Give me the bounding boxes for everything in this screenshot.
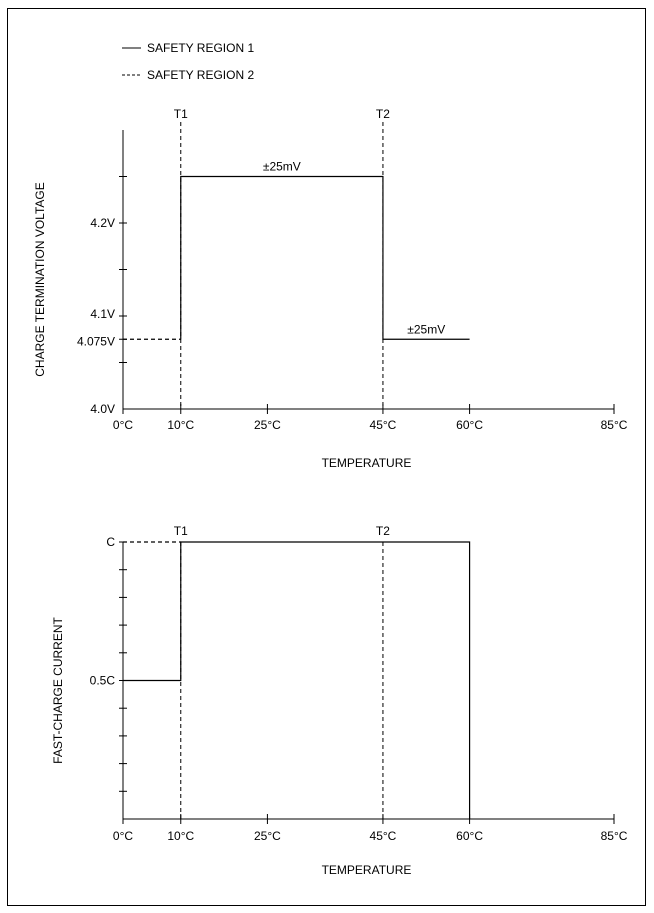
vline-label: T1 xyxy=(174,107,188,121)
x-tick-label: 60°C xyxy=(456,418,483,432)
y-tick-label: 0.5C xyxy=(90,674,116,688)
x-tick-label: 45°C xyxy=(370,418,397,432)
y-tick-label: C xyxy=(106,535,115,549)
y-tick-label: 4.0V xyxy=(90,402,115,416)
legend-label-region-1: SAFETY REGION 1 xyxy=(147,41,254,55)
annotation-tolerance: ±25mV xyxy=(407,322,445,336)
figure-border xyxy=(7,8,646,906)
y-tick-label: 4.2V xyxy=(90,216,115,230)
x-tick-label: 25°C xyxy=(254,829,281,843)
y-tick-label: 4.1V xyxy=(90,307,115,321)
x-tick-label: 10°C xyxy=(167,829,194,843)
y-tick-label: 4.075V xyxy=(77,334,115,348)
x-axis-label: TEMPERATURE xyxy=(322,456,412,470)
x-axis-label: TEMPERATURE xyxy=(322,863,412,877)
x-tick-label: 60°C xyxy=(456,829,483,843)
x-tick-label: 0°C xyxy=(113,418,133,432)
vline-label: T1 xyxy=(174,524,188,538)
voltage-chart: 0°C 10°C 25°C 45°C 60°C 85°C 4.0V 4.075V 4.1V 4.2… xyxy=(33,107,628,470)
legend: SAFETY REGION 1 SAFETY REGION 2 xyxy=(122,41,254,82)
vline-label: T2 xyxy=(376,524,390,538)
y-axis-label: FAST-CHARGE CURRENT xyxy=(51,616,65,763)
x-tick-label: 10°C xyxy=(167,418,194,432)
current-chart: 0°C 10°C 25°C 45°C 60°C 85°C 0.5C C T1 T2 TEMPERAT… xyxy=(51,524,628,877)
legend-label-region-2: SAFETY REGION 2 xyxy=(147,68,254,82)
annotation-tolerance: ±25mV xyxy=(263,160,301,174)
x-tick-label: 25°C xyxy=(254,418,281,432)
x-tick-label: 85°C xyxy=(601,418,628,432)
x-tick-label: 45°C xyxy=(370,829,397,843)
vline-label: T2 xyxy=(376,107,390,121)
y-axis-label: CHARGE TERMINATION VOLTAGE xyxy=(33,182,47,376)
x-tick-label: 85°C xyxy=(601,829,628,843)
series-region-1 xyxy=(180,175,470,340)
x-tick-label: 0°C xyxy=(113,829,133,843)
series-region-1 xyxy=(123,541,471,819)
